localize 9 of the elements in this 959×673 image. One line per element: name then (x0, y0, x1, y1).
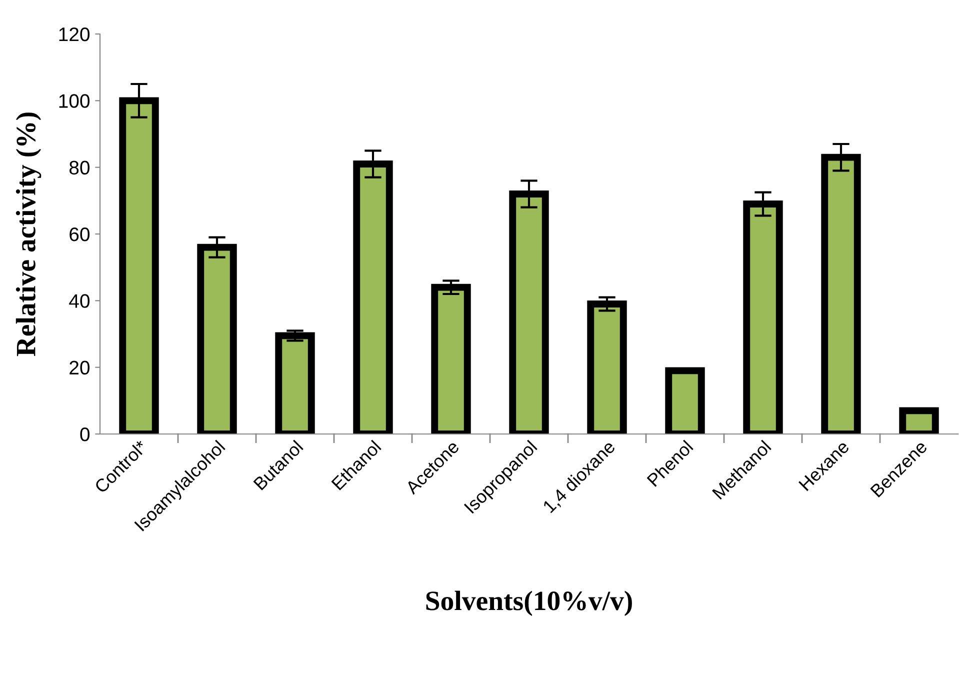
x-axis-title: Solvents(10%v/v) (426, 590, 632, 616)
y-tick-label: 40 (69, 294, 90, 308)
y-tick-label: 80 (69, 160, 90, 175)
y-tick-label: 100 (59, 94, 90, 108)
y-axis-title: Relative activity (%) (16, 112, 42, 356)
y-tick-label: 20 (70, 360, 90, 375)
y-tick-label: 120 (59, 27, 90, 42)
y-tick-label: 60 (70, 227, 90, 242)
y-tick-label: 0 (80, 427, 90, 442)
